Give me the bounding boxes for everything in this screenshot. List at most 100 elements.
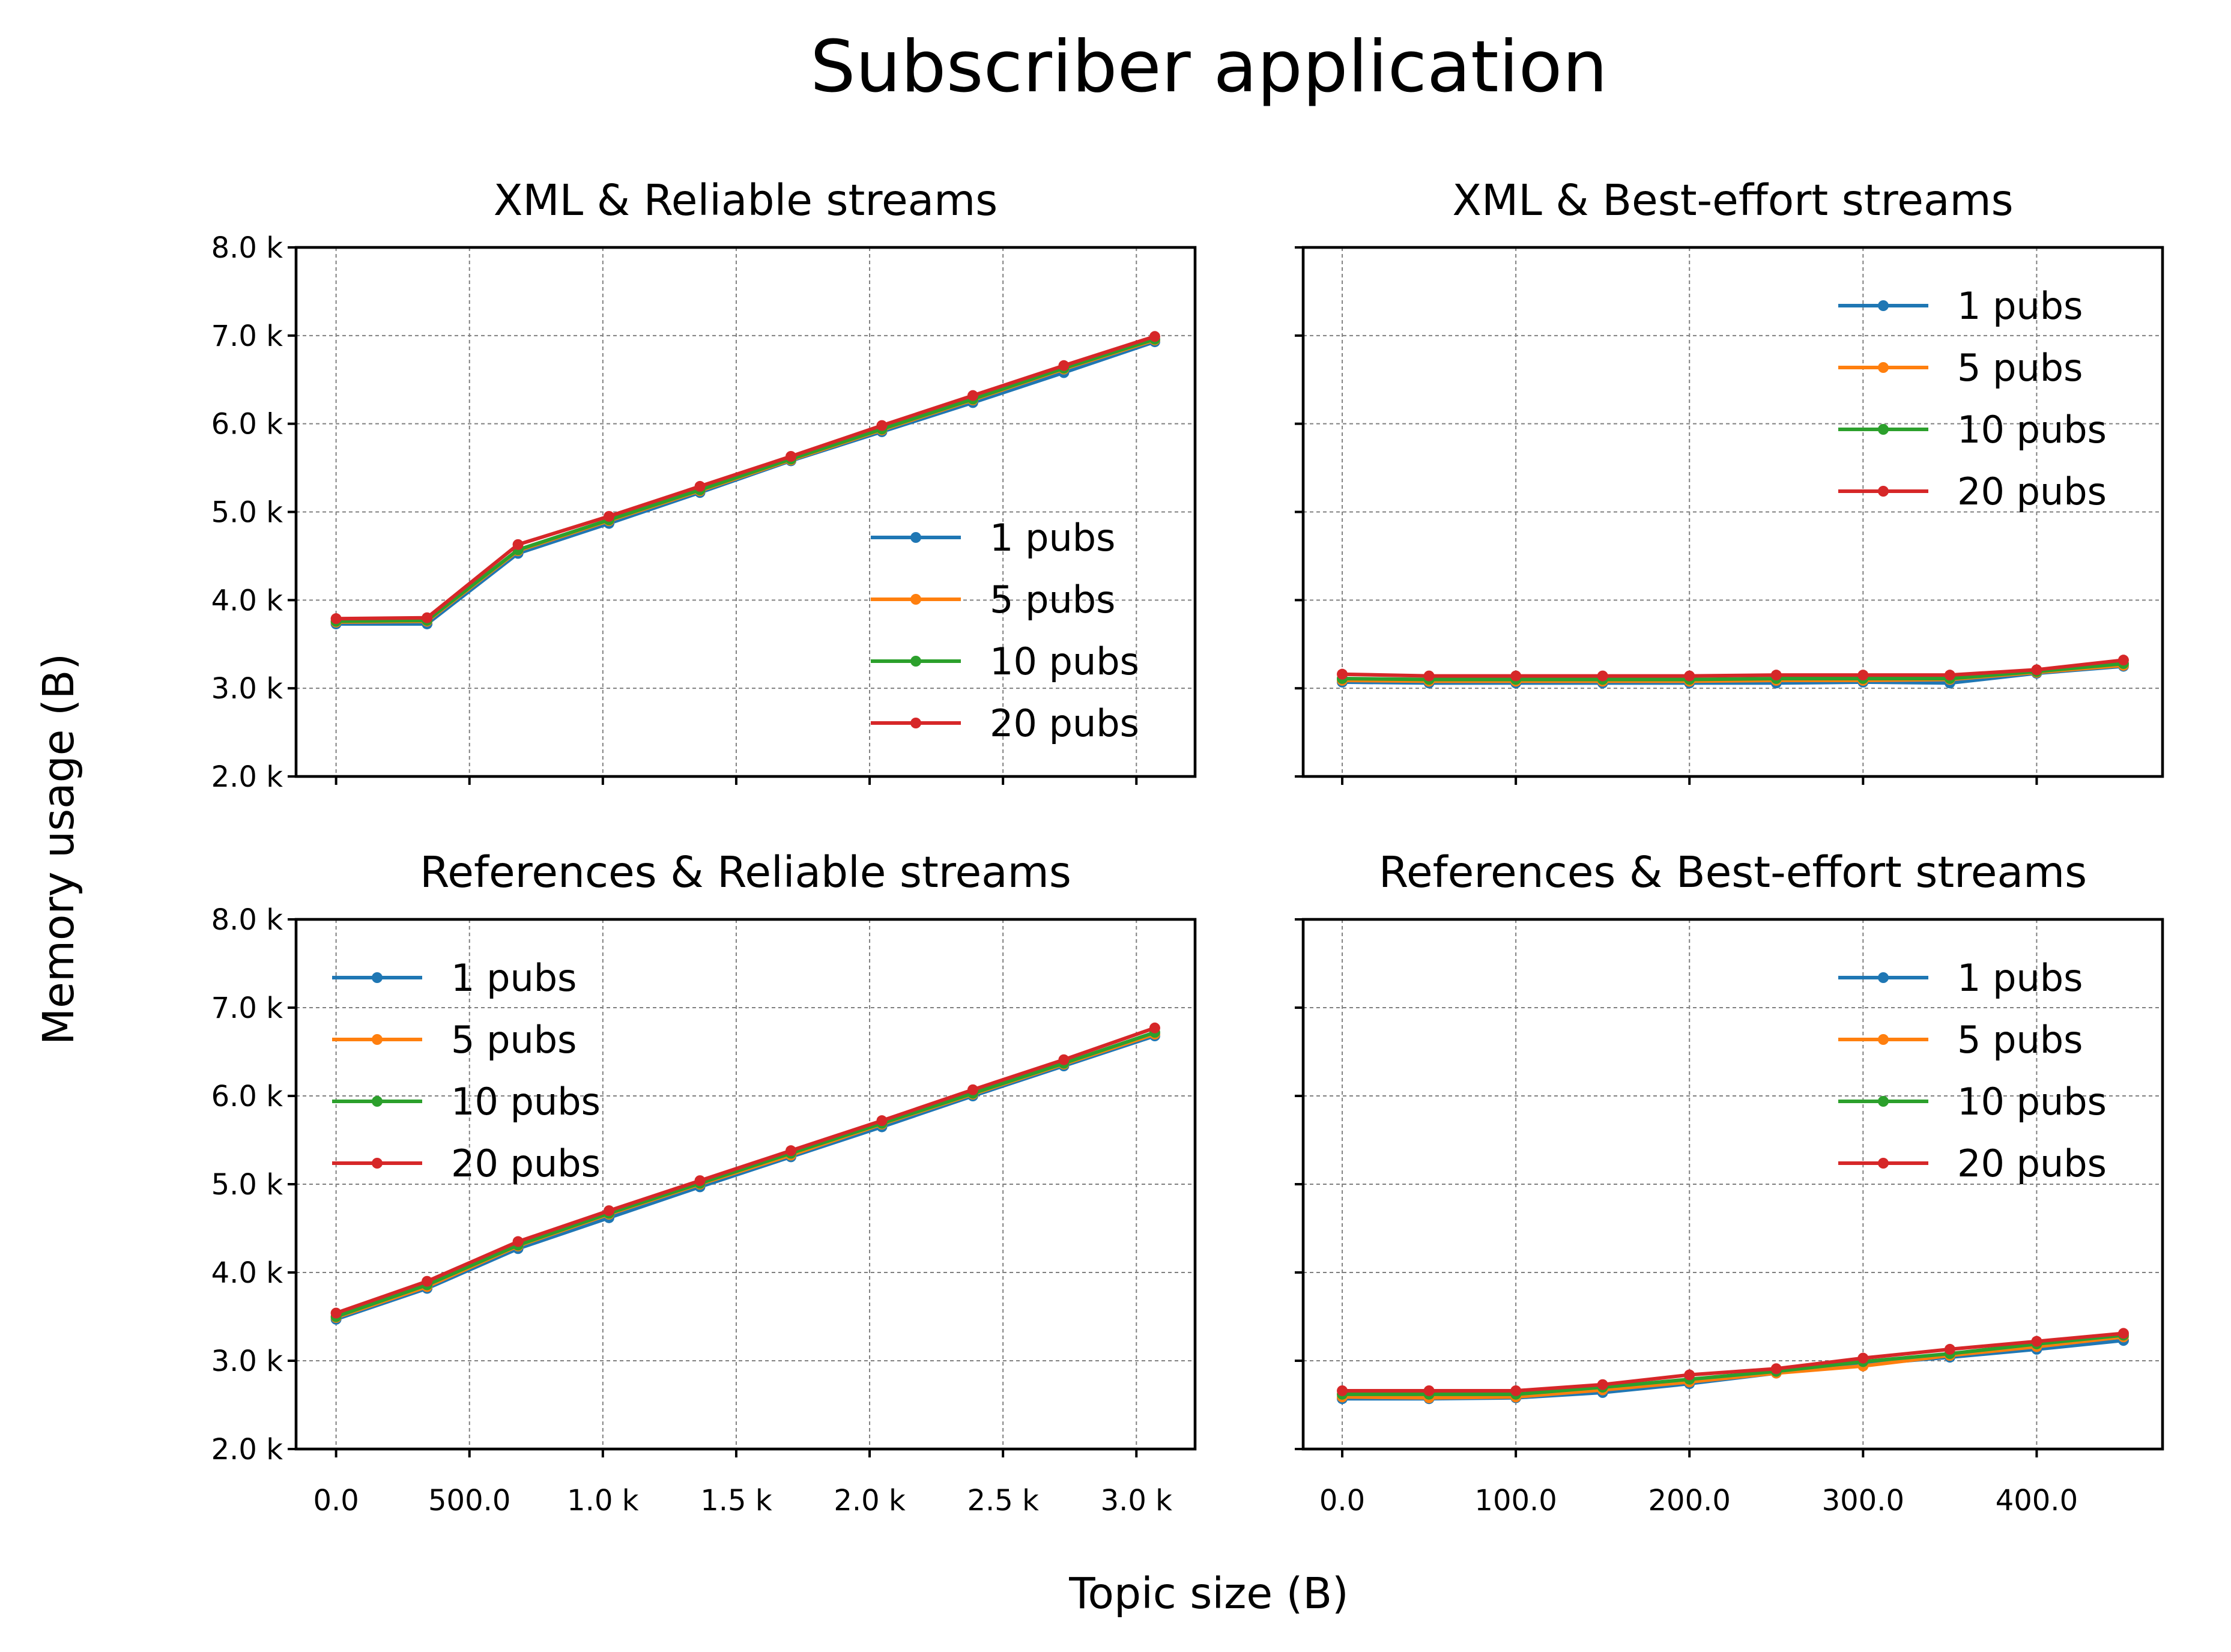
series-line [335,1030,1155,1319]
subplot-4: References & Best-effort streams 0.0 100.0… [1295,847,2164,1517]
data-point [1510,670,1522,682]
legend-marker [1878,1096,1889,1107]
series-line [1342,664,2124,685]
plot-frame [1301,246,2164,778]
legend: 1 pubs 5 pubs 10 pubs 20 pubs [871,516,1139,745]
y-axis-label: Memory usage (B) [34,653,83,1045]
data-point [422,612,433,623]
data-point [1770,1363,1782,1375]
legend-label: 20 pubs [451,1142,601,1185]
legend-item-5-pubs: 5 pubs [1838,346,2083,390]
legend-item-1-pubs: 1 pubs [332,956,577,1000]
series-line [1342,1333,2124,1396]
series-line [1342,658,2124,678]
subplot-title: XML & Reliable streams [494,175,998,225]
data-point [1058,1054,1070,1065]
legend-label: 1 pubs [990,516,1115,560]
legend-marker [1878,300,1889,311]
y-tick-label: 6.0 k [211,408,283,441]
data-point [2031,664,2042,676]
y-tick-label: 8.0 k [211,231,283,265]
data-point [1337,668,1348,680]
data-point [694,1175,706,1187]
series-line [336,334,1155,621]
data-point [1944,670,1955,681]
legend-marker [372,1034,383,1045]
x-tick-label: 3.0 k [1101,1484,1173,1517]
y-tick-label: 3.0 k [211,672,283,706]
subplot-title: References & Best-effort streams [1379,847,2087,897]
subplots: XML & Reliable streams 2.0 k 3.0 k 4.0 k 5.0… [211,175,2164,1517]
series-line [1342,1335,2124,1400]
legend-label: 1 pubs [1957,284,2083,328]
series-20-pubs [330,331,1160,625]
legend-item-1-pubs: 1 pubs [871,516,1115,560]
legend-label: 5 pubs [451,1018,577,1062]
y-tick-label: 3.0 k [211,1345,283,1378]
legend-item-20-pubs: 20 pubs [871,701,1139,745]
legend-marker [1878,1034,1889,1045]
subplot-3: References & Reliable streams 0.0 500.0 1.0… [211,847,1197,1517]
x-tick-label: 1.0 k [567,1484,639,1517]
data-point [1149,331,1160,342]
data-point [422,1275,433,1287]
figure-title: Subscriber application [810,26,1608,109]
y-tick-label: 2.0 k [211,1433,283,1466]
legend-item-10-pubs: 10 pubs [1838,408,2107,452]
series-20-pubs [330,1022,1160,1319]
legend-label: 10 pubs [1957,1080,2107,1124]
data-point [1857,670,1869,681]
series-20-pubs [1337,1328,2129,1396]
legend-item-1-pubs: 1 pubs [1838,284,2083,328]
legend-marker [910,656,921,667]
series-line [1342,662,2124,682]
subplot-title: References & Reliable streams [420,847,1071,897]
legend: 1 pubs 5 pubs 10 pubs 20 pubs [1838,284,2107,513]
y-tick-label: 7.0 k [211,991,283,1025]
x-tick-label: 2.0 k [834,1484,906,1517]
data-point [1423,670,1435,682]
data-point [876,420,888,431]
series-line [1342,1331,2124,1393]
legend-label: 5 pubs [1957,346,2083,390]
y-tick-label: 4.0 k [211,584,283,617]
y-tick-label: 8.0 k [211,903,283,937]
legend-item-5-pubs: 5 pubs [332,1018,577,1062]
x-tick-label: 0.0 [313,1484,359,1517]
y-tick-label: 5.0 k [211,496,283,530]
legend-marker [1878,1158,1889,1169]
data-point [1597,670,1608,682]
x-tick-label: 300.0 [1822,1484,1904,1517]
legend-label: 20 pubs [990,701,1139,745]
subplot-2: XML & Best-effort streams 1 pubs 5 pubs 10 … [1295,175,2164,785]
data-point [876,1115,888,1127]
legend-item-10-pubs: 10 pubs [332,1080,601,1124]
x-tick-label: 100.0 [1474,1484,1557,1517]
legend-label: 10 pubs [990,640,1139,683]
legend-label: 20 pubs [1957,1142,2107,1185]
series-line [335,1026,1155,1315]
x-tick-label: 1.5 k [700,1484,772,1517]
legend-marker [910,718,921,728]
legend-marker [910,532,921,543]
data-point [786,450,797,462]
plot-frame [1301,918,2164,1451]
data-point [967,390,978,401]
legend-marker [1878,424,1889,435]
data-point [604,510,615,522]
legend-marker [1878,362,1889,373]
legend-label: 1 pubs [1957,956,2083,1000]
y-tick-label: 7.0 k [211,319,283,353]
y-tick-label: 2.0 k [211,760,283,794]
data-point [1058,360,1070,371]
legend-label: 10 pubs [451,1080,601,1124]
legend-item-20-pubs: 20 pubs [1838,470,2107,513]
data-point [1337,1385,1348,1396]
legend-marker [910,594,921,605]
data-point [1684,1369,1695,1381]
x-tick-label: 400.0 [1996,1484,2078,1517]
data-point [967,1084,978,1095]
data-point [1423,1385,1435,1396]
y-tick-label: 6.0 k [211,1080,283,1113]
